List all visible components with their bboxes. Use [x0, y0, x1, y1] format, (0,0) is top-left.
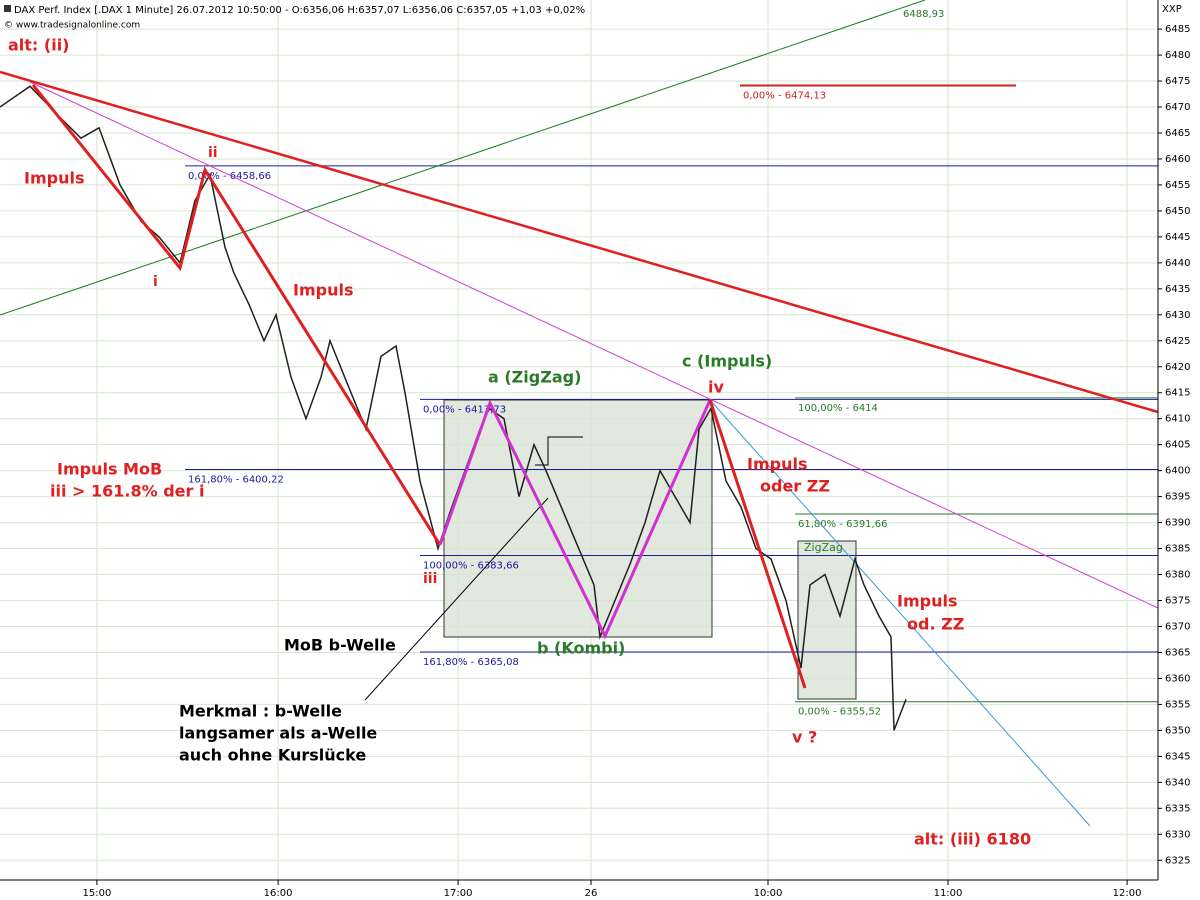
annotation: iii > 161.8% der i [50, 482, 204, 501]
y-tick-label: 6440 [1165, 258, 1190, 269]
y-tick-label: 6410 [1165, 414, 1190, 425]
annotation: Merkmal : b-Welle [179, 702, 342, 721]
annotation: langsamer als a-Welle [179, 724, 377, 743]
annotation: auch ohne Kurslücke [179, 746, 366, 765]
annotation: MoB b-Welle [284, 636, 396, 655]
step-line [535, 436, 583, 466]
annotation: Impuls [24, 169, 84, 188]
wave-line [31, 84, 442, 546]
wave-line [708, 399, 807, 689]
pointer-line [364, 497, 549, 701]
y-tick-label: 6330 [1165, 829, 1190, 840]
y-tick-label: 6365 [1165, 647, 1190, 658]
y-tick-label: 6480 [1165, 50, 1190, 61]
y-tick-label: 6420 [1165, 362, 1190, 373]
annotation: a (ZigZag) [488, 368, 581, 387]
level-label: 100,00% - 6383,66 [423, 561, 519, 572]
trendline [709, 399, 1091, 827]
y-tick-label: 6390 [1165, 518, 1190, 529]
y-tick-label: 6350 [1165, 725, 1190, 736]
annotation: b (Kombi) [537, 639, 625, 658]
y-tick-label: 6340 [1165, 777, 1190, 788]
pattern-box [443, 399, 713, 638]
level-label: 61,80% - 6391,66 [798, 519, 887, 530]
annotation: iii [423, 571, 437, 587]
annotation: Impuls [293, 281, 353, 300]
annotation: 6488,93 [903, 9, 944, 20]
x-tick-label: 10:00 [754, 888, 783, 899]
levels: 0,00% - 6458,66 0,00% - 6413,73 161,80% - … [185, 84, 1158, 718]
level-label: 100,00% - 6414 [798, 403, 878, 414]
y-tick-label: 6360 [1165, 673, 1190, 684]
chart-title: DAX Perf. Index [.DAX 1 Minute] 26.07.20… [14, 5, 585, 16]
y-tick-label: 6485 [1165, 24, 1190, 35]
trendline [0, 70, 1159, 414]
trendline [29, 81, 1159, 609]
x-tick-label: 26 [585, 888, 598, 899]
y-tick-label: 6335 [1165, 803, 1190, 814]
annotation: iv [708, 378, 724, 397]
level-label: 0,00% - 6413,73 [423, 404, 506, 415]
y-tick-label: 6435 [1165, 284, 1190, 295]
y-tick-label: 6475 [1165, 76, 1190, 87]
annotation: od. ZZ [907, 615, 964, 634]
y-tick-label: 6400 [1165, 466, 1190, 477]
annotation: v ? [792, 728, 817, 747]
x-tick-label: 11:00 [934, 888, 963, 899]
level-label: 0,00% - 6458,66 [188, 171, 271, 182]
y-tick-label: 6355 [1165, 699, 1190, 710]
y-tick-label: 6380 [1165, 570, 1190, 581]
wave-line [438, 399, 712, 640]
annotation: oder ZZ [760, 477, 830, 496]
annotation: Impuls [747, 455, 807, 474]
y-tick-label: 6415 [1165, 388, 1190, 399]
x-tick-label: 12:00 [1113, 888, 1142, 899]
y-tick-label: 6425 [1165, 336, 1190, 347]
pattern-box [797, 540, 857, 700]
annotation: ii [208, 145, 218, 161]
source: © www.tradesignalonline.com [4, 21, 140, 31]
icon [4, 5, 11, 12]
y-tick-label: 6460 [1165, 154, 1190, 165]
x-tick-label: 15:00 [82, 888, 111, 899]
annotation: i [153, 274, 158, 290]
level-label: 0,00% - 6355,52 [798, 707, 881, 718]
annotation: alt: (iii) 6180 [914, 830, 1031, 849]
level-label: 0,00% - 6474,13 [743, 91, 826, 102]
level-label: 161,80% - 6365,08 [423, 657, 519, 668]
trendline [0, 0, 926, 316]
annotation: Impuls MoB [57, 460, 162, 479]
annotation: ZigZag [804, 541, 843, 554]
y-tick-label: 6450 [1165, 206, 1190, 217]
y-tick-label: 6385 [1165, 544, 1190, 555]
y-tick-label: 6455 [1165, 180, 1190, 191]
x-tick-label: 17:00 [444, 888, 473, 899]
level-label: 161,80% - 6400,22 [188, 475, 284, 486]
y-tick-label: 6325 [1165, 855, 1190, 866]
y-tick-label: 6465 [1165, 128, 1190, 139]
annotation: c (Impuls) [682, 352, 772, 371]
y-tick-label: 6445 [1165, 232, 1190, 243]
x-tick-label: 16:00 [264, 888, 293, 899]
axis-label: XXP [1162, 4, 1182, 15]
annotation: alt: (ii) [8, 36, 70, 55]
y-tick-label: 6345 [1165, 751, 1190, 762]
y-tick-label: 6395 [1165, 492, 1190, 503]
y-tick-label: 6405 [1165, 440, 1190, 451]
y-tick-label: 6370 [1165, 621, 1190, 632]
y-tick-label: 6430 [1165, 310, 1190, 321]
y-tick-label: 6375 [1165, 596, 1190, 607]
y-tick-label: 6470 [1165, 102, 1190, 113]
annotation: Impuls [897, 592, 957, 611]
